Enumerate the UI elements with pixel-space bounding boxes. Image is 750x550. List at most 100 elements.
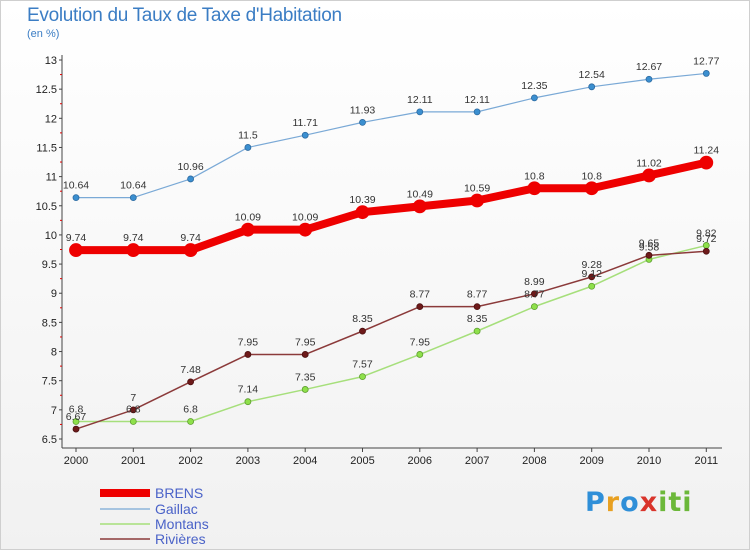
data-label: 11.02 (636, 157, 662, 169)
data-point (412, 199, 427, 214)
y-tick-label: 11.5 (36, 142, 57, 154)
data-label: 10.64 (63, 180, 89, 192)
legend-label: Gaillac (155, 501, 198, 517)
x-tick-label: 2001 (121, 455, 145, 467)
data-point (584, 181, 599, 196)
data-point (129, 418, 137, 425)
data-point (244, 144, 252, 151)
data-point (699, 155, 714, 170)
data-point (72, 425, 80, 433)
data-label: 10.96 (177, 161, 203, 173)
data-point (126, 243, 141, 257)
data-label: 8.35 (467, 313, 488, 325)
x-tick-label: 2007 (465, 455, 489, 467)
data-label: 11.93 (350, 104, 376, 116)
data-point (355, 205, 370, 220)
data-label: 7.95 (295, 336, 316, 348)
data-label: 10.59 (464, 183, 490, 195)
data-point (187, 378, 195, 386)
series-line-montans (75, 244, 708, 423)
data-label: 9.74 (123, 232, 144, 244)
data-point (187, 175, 195, 183)
data-label: 10.64 (120, 180, 146, 192)
data-label: 12.67 (636, 61, 662, 73)
x-tick-label: 2000 (64, 455, 88, 467)
data-point (588, 273, 596, 281)
y-tick-label: 13 (45, 55, 57, 67)
x-tick-label: 2009 (579, 455, 603, 467)
data-point (416, 351, 424, 358)
y-tick-label: 8 (51, 347, 57, 359)
data-label: 10.09 (235, 212, 261, 224)
data-point (301, 386, 309, 393)
legend-label: BRENS (155, 485, 203, 501)
y-tick-label: 12 (45, 113, 57, 125)
x-tick-label: 2010 (637, 455, 661, 467)
data-point (187, 418, 195, 425)
data-point (645, 251, 653, 259)
data-label: 10.09 (292, 212, 318, 224)
data-point (473, 108, 481, 116)
data-point (588, 83, 596, 91)
data-label: 7.35 (295, 371, 316, 383)
data-label: 9.82 (696, 227, 717, 239)
data-point (531, 290, 538, 298)
data-point (72, 194, 80, 202)
proxiti-logo: Proxiti (585, 487, 693, 518)
chart-data-labels: 10.64 10.64 10.96 11.5 11.71 11.93 12.11 12.11 1… (63, 55, 720, 423)
chart-axes: 6.5 7 7.5 8 8.5 9 9.5 10 10.5 11 11.5 12 12.5 13 2000 2… (36, 55, 722, 467)
data-point (183, 243, 198, 257)
data-label: 12.35 (521, 80, 547, 92)
data-point (473, 303, 481, 311)
data-label: 7.95 (410, 336, 431, 348)
data-label: 9.58 (639, 241, 660, 253)
data-label: 11.24 (694, 145, 720, 157)
data-label: 12.11 (407, 94, 433, 106)
data-point (129, 406, 137, 414)
data-label: 6.8 (69, 404, 84, 416)
y-tick-label: 7.5 (42, 376, 57, 388)
data-point (359, 327, 366, 335)
y-tick-label: 7 (51, 405, 57, 417)
data-point (702, 70, 710, 77)
chart-series (69, 70, 714, 433)
data-point (359, 373, 366, 381)
data-label: 7.57 (352, 359, 373, 371)
data-label: 8.77 (467, 289, 488, 301)
data-label: 7.14 (238, 384, 259, 396)
data-label: 6.8 (126, 404, 141, 416)
x-tick-label: 2002 (178, 455, 202, 467)
data-label: 8.35 (352, 313, 373, 325)
data-label: 7.95 (238, 336, 259, 348)
x-tick-label: 2008 (522, 455, 546, 467)
data-label: 12.54 (579, 69, 605, 81)
data-label: 6.8 (183, 404, 198, 416)
series-line-brens (72, 158, 711, 255)
data-label: 6.67 (66, 411, 87, 423)
data-point (244, 398, 252, 406)
data-point (301, 131, 309, 139)
data-label: 11.71 (292, 117, 318, 129)
x-tick-label: 2006 (408, 455, 432, 467)
data-point (69, 243, 83, 257)
data-point (531, 303, 538, 311)
y-tick-label: 9.5 (42, 259, 57, 271)
data-point (473, 327, 481, 335)
data-label: 9.74 (66, 232, 87, 244)
data-label: 12.77 (693, 55, 719, 67)
data-label: 10.49 (407, 188, 433, 200)
data-point (470, 193, 485, 208)
data-label: 10.39 (349, 194, 375, 206)
y-tick-label: 10.5 (36, 201, 57, 213)
y-tick-label: 11 (46, 172, 57, 184)
data-label: 8.77 (410, 289, 431, 301)
series-line-rivières (75, 250, 708, 430)
data-point (129, 194, 137, 202)
y-tick-label: 9 (51, 288, 57, 300)
data-point (527, 181, 542, 196)
data-label: 10.8 (524, 170, 545, 182)
legend-label: Rivières (155, 531, 206, 547)
y-tick-label: 6.5 (42, 434, 57, 446)
